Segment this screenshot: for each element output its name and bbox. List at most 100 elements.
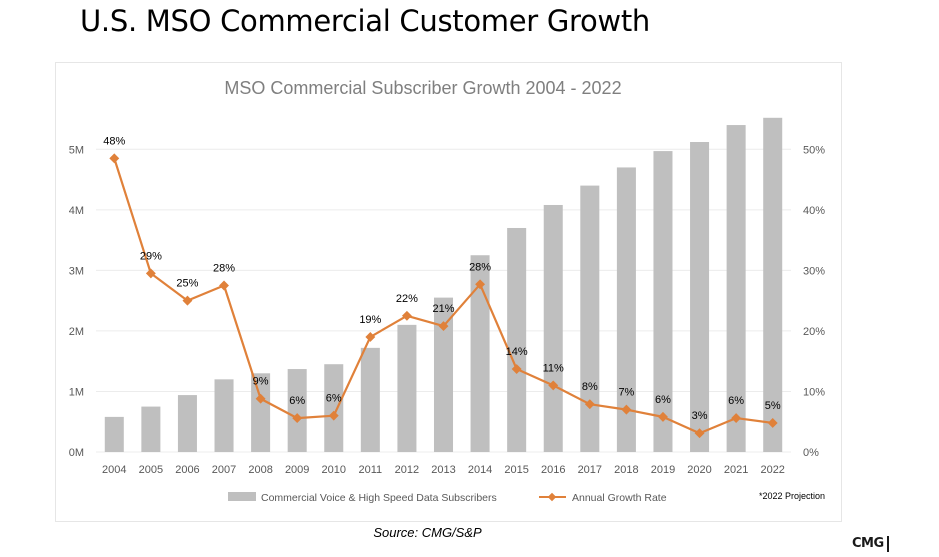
x-tick-label: 2007	[212, 464, 236, 476]
x-tick-label: 2012	[395, 464, 419, 476]
x-tick-label: 2015	[504, 464, 528, 476]
y-left-tick-label: 3M	[69, 265, 84, 277]
growth-rate-data-label: 6%	[655, 394, 671, 406]
bar	[726, 125, 746, 452]
growth-rate-data-label: 6%	[326, 393, 342, 405]
growth-rate-data-label: 11%	[543, 362, 564, 374]
growth-rate-marker	[182, 295, 193, 306]
axes: 0M 1M 2M 3M 4M 5M 0% 10% 20% 30% 40% 50% 2004 2005 200…	[69, 144, 826, 476]
growth-rate-data-label: 28%	[213, 263, 235, 275]
y-right-tick-label: 40%	[803, 205, 825, 217]
growth-rate-marker	[401, 310, 412, 321]
growth-rate-data-label: 28%	[469, 261, 491, 273]
x-tick-label: 2021	[724, 464, 748, 476]
growth-rate-data-label: 8%	[582, 381, 598, 393]
bar	[470, 255, 490, 452]
bar	[104, 416, 124, 452]
x-tick-label: 2018	[614, 464, 638, 476]
growth-rate-data-label: 9%	[253, 376, 269, 388]
y-left-tick-label: 2M	[69, 326, 84, 338]
x-tick-label: 2008	[248, 464, 272, 476]
growth-rate-marker	[658, 411, 668, 422]
bar	[324, 364, 344, 452]
growth-rate-marker	[145, 268, 156, 279]
combo-chart: MSO Commercial Subscriber Growth 2004 - …	[69, 78, 826, 504]
bar	[360, 347, 380, 452]
x-tick-label: 2011	[359, 464, 383, 476]
bar	[580, 185, 600, 452]
legend-bar-label: Commercial Voice & High Speed Data Subsc…	[261, 492, 497, 504]
growth-rate-data-label: 48%	[103, 135, 125, 147]
growth-rate-marker	[328, 410, 339, 421]
source-caption: Source: CMG/S&P	[373, 525, 482, 540]
x-tick-label: 2005	[139, 464, 163, 476]
x-tick-label: 2014	[468, 464, 492, 476]
bar	[214, 379, 234, 452]
bar	[543, 204, 563, 452]
bar	[177, 395, 197, 452]
growth-rate-marker	[255, 393, 266, 404]
bar	[251, 373, 271, 452]
cmg-logo: CMG	[852, 536, 889, 552]
y-right-tick-label: 0%	[803, 447, 819, 459]
chart-container: MSO Commercial Subscriber Growth 2004 - …	[55, 62, 842, 522]
y-left-tick-label: 1M	[69, 386, 84, 398]
bar	[690, 142, 710, 452]
x-tick-label: 2022	[760, 464, 784, 476]
x-tick-label: 2020	[687, 464, 711, 476]
growth-rate-data-label: 22%	[396, 293, 418, 305]
bar	[433, 297, 454, 452]
y-right-tick-label: 30%	[803, 265, 825, 277]
x-tick-label: 2016	[541, 464, 565, 476]
legend-line-label: Annual Growth Rate	[572, 492, 667, 504]
bar	[653, 151, 673, 452]
growth-rate-marker	[694, 428, 705, 439]
y-left-tick-label: 4M	[69, 205, 84, 217]
x-tick-label: 2010	[322, 464, 346, 476]
growth-rate-marker	[584, 399, 595, 410]
projection-note: *2022 Projection	[759, 491, 825, 501]
legend-bar-swatch	[228, 492, 256, 501]
growth-rate-marker	[767, 417, 778, 428]
y-right-tick-label: 50%	[803, 144, 825, 156]
growth-rate-data-label: 21%	[432, 303, 454, 315]
growth-rate-data-label: 6%	[289, 395, 305, 407]
bar	[397, 324, 417, 452]
growth-rate-data-label: 19%	[359, 314, 381, 326]
bar	[141, 406, 161, 452]
growth-rate-marker	[219, 280, 229, 291]
bar	[763, 117, 783, 452]
growth-rate-data-label: 29%	[140, 250, 162, 262]
page-title: U.S. MSO Commercial Customer Growth	[80, 4, 650, 38]
legend-line-marker	[547, 492, 557, 502]
growth-rate-marker	[731, 413, 742, 424]
x-tick-label: 2009	[285, 464, 309, 476]
y-left-tick-label: 5M	[69, 144, 84, 156]
x-tick-label: 2013	[431, 464, 455, 476]
growth-rate-data-label: 6%	[728, 395, 744, 407]
chart-title: MSO Commercial Subscriber Growth 2004 - …	[224, 78, 621, 98]
growth-rate-data-label: 25%	[176, 278, 198, 290]
growth-rate-marker	[548, 380, 559, 391]
bar	[616, 167, 636, 452]
x-tick-label: 2019	[651, 464, 675, 476]
bar	[507, 227, 527, 452]
growth-rate-marker	[511, 364, 522, 375]
x-tick-label: 2017	[578, 464, 602, 476]
growth-rate-marker	[109, 153, 120, 164]
growth-rate-marker	[621, 404, 632, 415]
line-series: 48% 29% 25% 28% 9% 6% 6% 19% 22% 21% 28% 14% 11% 8% 7%…	[103, 135, 781, 439]
growth-rate-data-label: 3%	[692, 410, 708, 422]
y-left-tick-label: 0M	[69, 447, 84, 459]
x-tick-label: 2004	[102, 464, 126, 476]
y-right-tick-label: 10%	[803, 386, 825, 398]
y-right-tick-label: 20%	[803, 326, 825, 338]
growth-rate-data-label: 7%	[618, 387, 634, 399]
bar	[287, 369, 307, 452]
growth-rate-data-label: 5%	[765, 400, 781, 412]
legend: Commercial Voice & High Speed Data Subsc…	[228, 491, 825, 504]
growth-rate-data-label: 14%	[506, 346, 528, 358]
growth-rate-marker	[365, 332, 376, 342]
x-tick-label: 2006	[175, 464, 199, 476]
growth-rate-marker	[438, 321, 449, 332]
